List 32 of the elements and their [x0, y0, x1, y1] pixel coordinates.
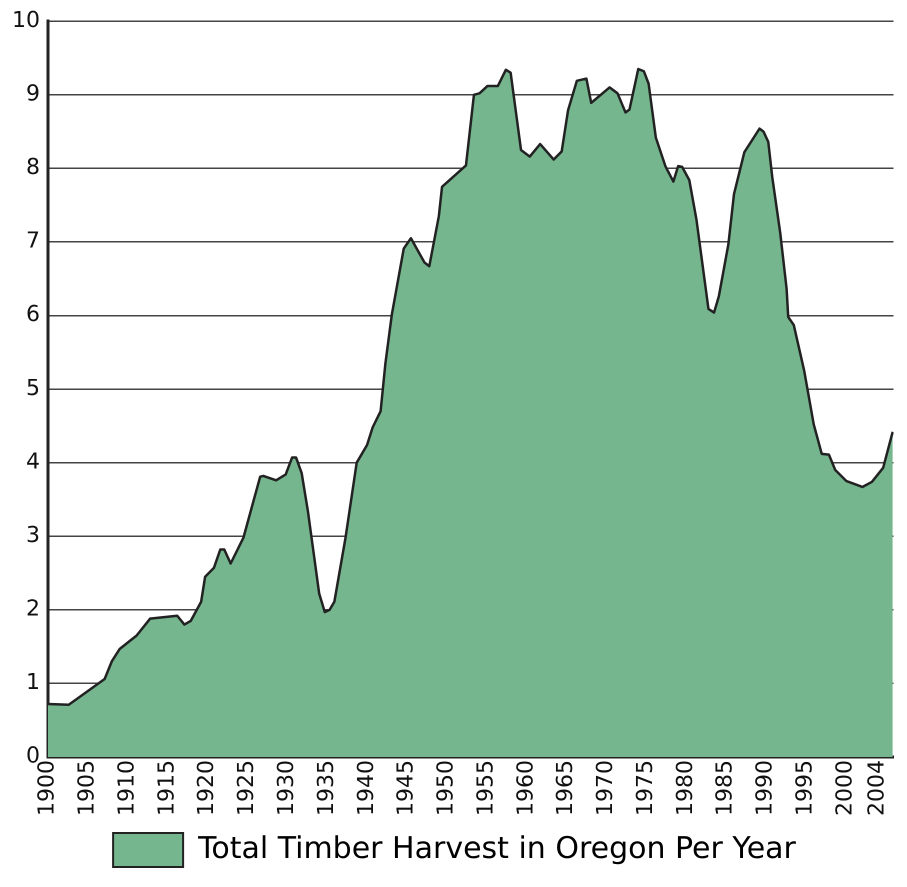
x-tick-label: 1925 — [234, 760, 260, 816]
x-tick-label: 1910 — [114, 760, 140, 816]
y-tick-label: 1 — [26, 670, 40, 696]
y-tick-label: 2 — [26, 596, 40, 622]
x-tick-label: 1935 — [314, 760, 339, 816]
x-tick-label: 1995 — [792, 760, 818, 816]
x-tick-label: 1970 — [593, 760, 618, 816]
y-tick-label: 5 — [26, 376, 40, 401]
x-tick-label: 2000 — [832, 760, 858, 816]
y-tick-label: 10 — [12, 8, 40, 33]
x-tick-label: 1945 — [394, 760, 419, 816]
x-tick-label: 1975 — [632, 760, 658, 816]
legend-label: Total Timber Harvest in Oregon Per Year — [197, 830, 797, 866]
x-tick-label: 1950 — [434, 760, 459, 816]
x-tick-label: 1940 — [354, 760, 379, 816]
x-tick-label: 1985 — [712, 760, 738, 816]
y-tick-label: 7 — [26, 228, 40, 254]
x-tick-label: 1990 — [752, 760, 778, 816]
x-tick-label: 1980 — [672, 760, 698, 816]
x-tick-label: 1955 — [473, 760, 498, 816]
x-tick-label: 1915 — [154, 760, 180, 816]
x-tick-label: 1960 — [513, 760, 538, 816]
x-tick-label: 2004 — [864, 760, 890, 816]
y-tick-label: 8 — [26, 155, 40, 180]
y-tick-label: 3 — [26, 522, 40, 548]
x-tick-label: 1930 — [274, 760, 300, 816]
x-tick-label: 1920 — [194, 760, 220, 816]
y-tick-label: 6 — [26, 302, 40, 328]
x-tick-label: 1965 — [553, 760, 578, 816]
y-tick-label: 9 — [26, 82, 40, 106]
x-tick-label: 1905 — [74, 760, 100, 816]
y-tick-label: 4 — [26, 449, 40, 474]
